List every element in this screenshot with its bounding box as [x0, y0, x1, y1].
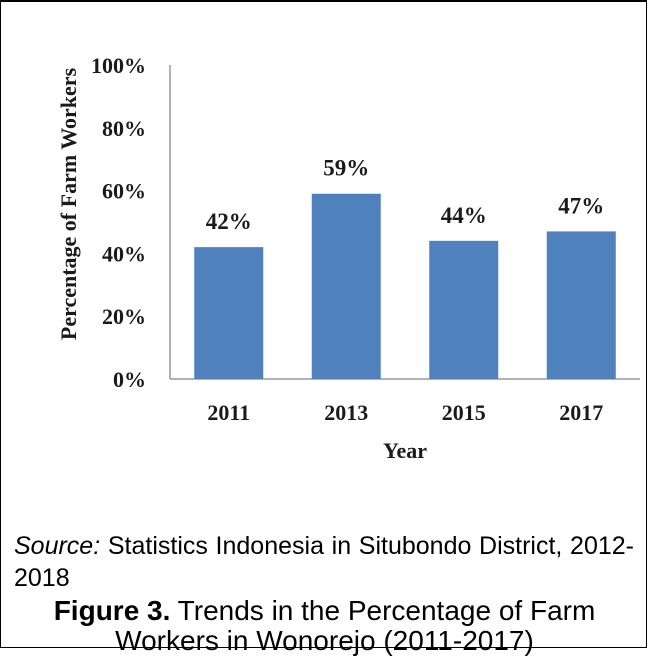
figure-caption: Figure 3. Trends in the Percentage of Fa…	[0, 596, 649, 656]
bar	[194, 247, 264, 379]
bar	[546, 231, 616, 379]
data-label: 47%	[558, 193, 604, 218]
x-tick-label: 2015	[442, 400, 486, 425]
y-tick-label: 20%	[102, 304, 146, 329]
y-tick-label: 0%	[113, 367, 146, 392]
data-label: 42%	[206, 209, 252, 234]
y-axis-label: Percentage of Farm Workers	[56, 67, 81, 340]
bars: 42% 59% 44% 47%	[194, 156, 616, 379]
y-tick-label: 100%	[91, 53, 146, 78]
figure-label: Figure 3.	[53, 595, 171, 626]
y-axis-ticks: 0% 20% 40% 60% 80% 100%	[91, 53, 146, 392]
y-tick-label: 60%	[102, 179, 146, 204]
x-tick-label: 2017	[559, 400, 603, 425]
source-note: Source: Statistics Indonesia in Situbond…	[14, 530, 634, 594]
x-axis-label: Year	[383, 438, 427, 463]
x-tick-label: 2011	[207, 400, 250, 425]
bar	[429, 240, 499, 379]
y-tick-label: 40%	[102, 241, 146, 266]
bar	[311, 193, 381, 379]
y-tick-label: 80%	[102, 116, 146, 141]
data-label: 44%	[441, 203, 487, 228]
source-label: Source:	[14, 532, 101, 560]
x-tick-label: 2013	[324, 400, 368, 425]
figure-title: Trends in the Percentage of Farm Workers…	[115, 595, 596, 656]
data-label: 59%	[323, 156, 369, 181]
source-text: Statistics Indonesia in Situbondo Distri…	[14, 532, 634, 592]
x-axis-ticks: 2011 2013 2015 2017	[207, 400, 603, 425]
bar-chart: 0% 20% 40% 60% 80% 100% 42% 59% 44% 47% 2011 2013…	[56, 53, 640, 463]
